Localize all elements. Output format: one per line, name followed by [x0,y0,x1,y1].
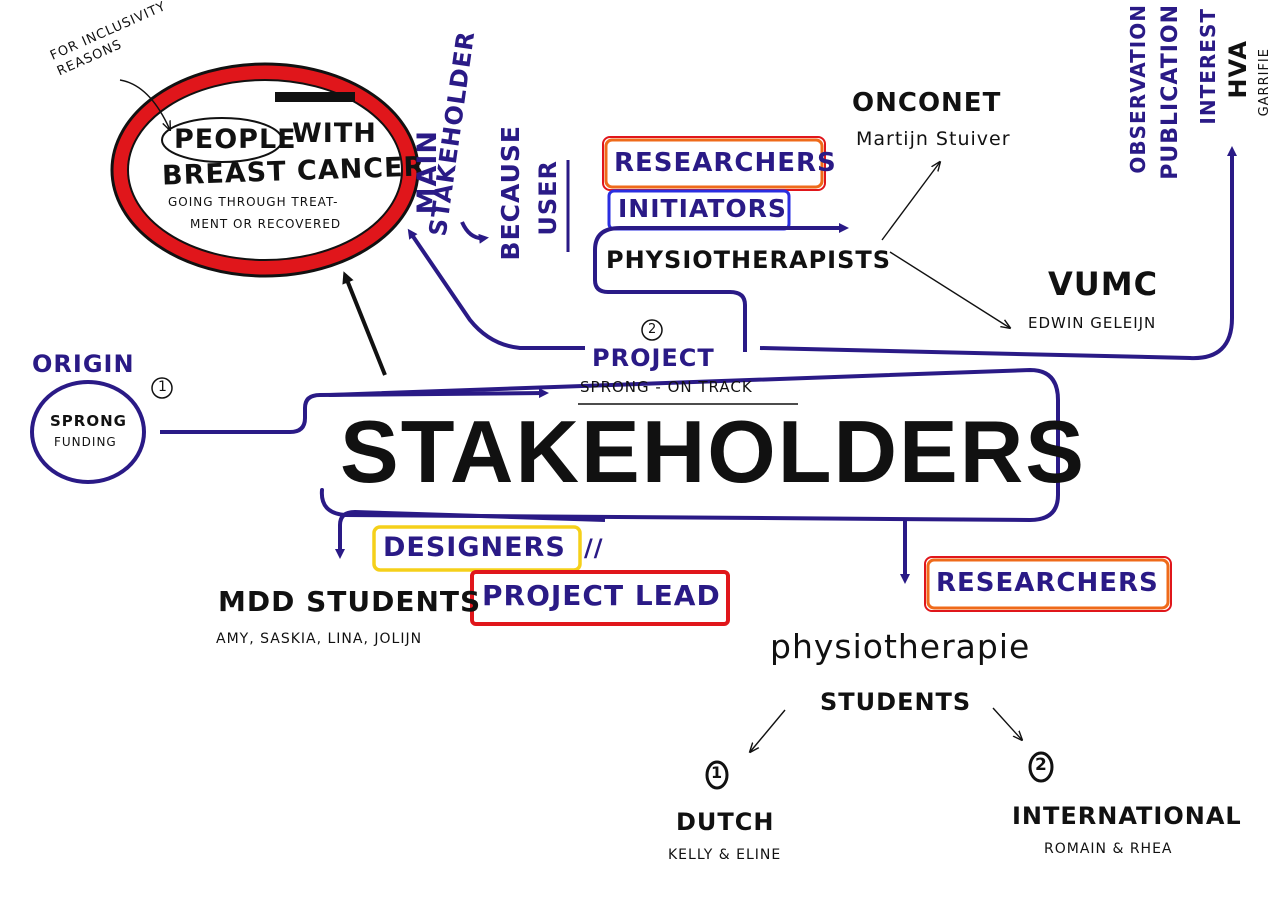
vumc-label: VUMC [1048,265,1159,303]
treatment-label: MENT OR RECOVERED [190,217,342,231]
origin-circle [30,380,146,484]
intl-number-circle [1028,751,1054,783]
physio-loop [593,223,849,352]
dutch-number-circle [705,760,729,790]
origin-connector [160,388,549,434]
origin-number-circle [151,377,173,399]
designers-slashes: // [584,534,604,562]
project-lead-label: PROJECT LEAD [482,579,721,612]
arrow-to-people [342,271,387,376]
hva-label: HVA [1224,40,1252,99]
stakeholders-title: STAKEHOLDERS [340,402,1086,501]
project-name: SPRONG - ON TRACK [580,378,753,396]
onconet-label: ONCONET [852,88,1002,118]
mdd-names: AMY, SASKIA, LINA, JOLIJN [216,631,423,647]
onconet-person: Martijn Stuiver [856,128,1011,150]
project-label: PROJECT [592,344,715,372]
main-stakeholder-connector [407,228,585,350]
hva-person: GARRIFIE [1257,48,1272,117]
mdd-students-label: MDD STUDENTS [218,585,482,618]
people-ellipse-outline [110,62,420,278]
vumc-person: EDWIN GELEIJN [1028,314,1157,332]
people-ellipse-inner [127,79,403,261]
people-label: PEOPLE [174,124,297,155]
project-lead-box [470,570,730,626]
physiotherapists-label: PHYSIOTHERAPISTS [606,246,892,274]
physiotherapie-label: physiotherapie [770,627,1031,666]
funding-label: FUNDING [54,435,117,449]
arrow-to-vumc [889,251,1010,328]
sprong-label: SPRONG [50,412,127,430]
dutch-label: DUTCH [676,808,775,836]
researchers-box-top [604,138,824,189]
interest-label: INTEREST [1196,8,1220,125]
people-ellipse-red [112,64,418,276]
origin-label: ORIGIN [32,350,135,378]
origin-number: 1 [158,379,168,395]
intl-names: ROMAIN & RHEA [1044,841,1173,857]
researchers-bottom-label: RESEARCHERS [936,568,1159,598]
project-number-circle [641,319,663,341]
inclusivity-arrow [119,79,170,130]
researchers-top-label: RESEARCHERS [614,148,837,178]
because-arrow [460,221,489,244]
arrow-to-international [992,707,1022,740]
stakeholders-box [319,367,1060,523]
researchers-box-bottom [926,558,1170,610]
arrow-to-onconet [881,162,940,241]
project-number: 2 [648,322,658,337]
arrow-to-dutch [750,709,786,752]
people-word-ellipse [161,117,283,163]
researchers-box-bottom-red [924,556,1172,612]
scribble-bar [275,92,355,102]
observation-label: OBSERVATION [1126,4,1150,174]
designers-label: DESIGNERS [383,532,566,563]
international-label: INTERNATIONAL [1012,802,1242,830]
because-label: BECAUSE [496,125,525,261]
going-through-label: GOING THROUGH TREAT- [168,195,339,209]
dutch-names: KELLY & ELINE [668,847,782,863]
publication-label: PUBLICATION [1158,4,1183,180]
dutch-number: 1 [711,763,724,782]
hva-connector [759,146,1237,361]
initiators-label: INITIATORS [618,194,787,223]
intl-number: 2 [1035,755,1048,775]
with-label: WITH [292,118,377,149]
students-label: STUDENTS [820,688,972,716]
mdd-connector [335,509,606,559]
user-label: USER [534,160,562,236]
